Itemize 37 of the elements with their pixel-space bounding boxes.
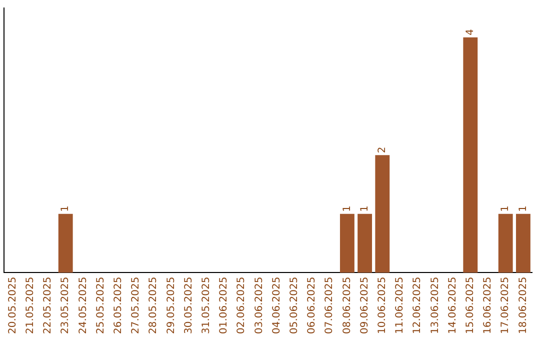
x-tick-label: 02.06.2025 <box>236 276 248 334</box>
data-label: 4 <box>464 29 476 36</box>
x-tick-label: 04.06.2025 <box>271 276 282 334</box>
data-label: 1 <box>60 206 72 212</box>
x-tick-label: 28.05.2025 <box>148 276 160 334</box>
x-tick-label: 21.05.2025 <box>24 276 36 334</box>
x-tick-label: 12.06.2025 <box>412 276 424 334</box>
x-tick-label: 31.05.2025 <box>200 276 212 334</box>
x-tick-label: 13.06.2025 <box>430 276 441 334</box>
data-label: 1 <box>500 206 512 212</box>
x-tick-label: 09.06.2025 <box>359 276 370 334</box>
x-tick-label: 20.05.2025 <box>7 276 18 334</box>
x-tick-label: 05.06.2025 <box>288 276 300 334</box>
x-tick-label: 17.06.2025 <box>500 276 512 334</box>
data-label: 1 <box>342 206 353 212</box>
x-tick-label: 30.05.2025 <box>183 276 194 334</box>
x-tick-label: 07.06.2025 <box>324 276 336 334</box>
x-tick-label: 27.05.2025 <box>130 276 142 334</box>
x-tick-label: 26.05.2025 <box>112 276 124 334</box>
x-tick-label: 08.06.2025 <box>342 276 353 334</box>
data-label: 1 <box>359 206 370 212</box>
x-tick-label: 15.06.2025 <box>464 276 476 334</box>
x-tick-label: 14.06.2025 <box>447 276 458 334</box>
x-tick-label: 25.05.2025 <box>95 276 106 334</box>
data-label: 1 <box>518 206 529 212</box>
x-tick-label: 18.06.2025 <box>518 276 529 334</box>
x-tick-label: 24.05.2025 <box>78 276 89 334</box>
x-tick-label: 23.05.2025 <box>60 276 72 334</box>
x-tick-label: 03.06.2025 <box>254 276 265 334</box>
x-tick-label: 22.05.2025 <box>42 276 54 334</box>
x-tick-label: 29.05.2025 <box>166 276 177 334</box>
x-tick-label: 01.06.2025 <box>218 276 230 334</box>
x-tick-label: 10.06.2025 <box>376 276 388 334</box>
x-tick-label: 11.06.2025 <box>394 276 406 334</box>
x-tick-label: 06.06.2025 <box>306 276 318 334</box>
x-tick-label: 16.06.2025 <box>482 276 494 334</box>
data-label: 2 <box>376 146 388 154</box>
